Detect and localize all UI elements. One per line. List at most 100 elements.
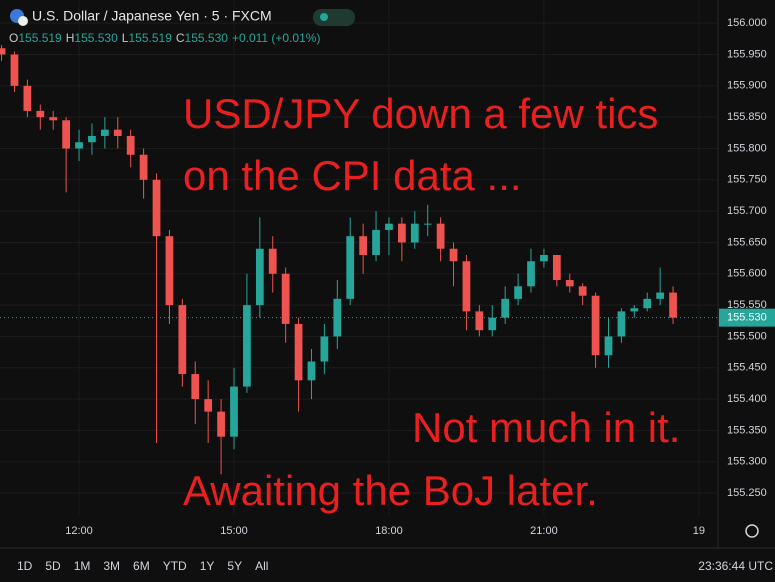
candle-body xyxy=(126,135,135,155)
candle-body xyxy=(669,292,677,318)
symbol-title: U.S. Dollar / Japanese Yen · 5 · FXCM xyxy=(32,8,272,24)
candle-body xyxy=(139,154,148,180)
y-tick-label: 155.500 xyxy=(727,330,767,342)
candle-body xyxy=(604,336,613,356)
candle-body xyxy=(656,292,665,299)
candle-body xyxy=(630,308,639,312)
y-tick-label: 155.400 xyxy=(727,393,767,405)
last-price-label: 155.530 xyxy=(727,312,767,324)
candle-body xyxy=(397,223,406,243)
candle-body xyxy=(410,223,419,243)
y-tick-label: 155.250 xyxy=(727,487,767,499)
candle-body xyxy=(578,286,587,296)
candle-body xyxy=(346,236,355,299)
range-button[interactable]: YTD xyxy=(163,559,187,573)
candle-body xyxy=(62,120,70,149)
candle-body xyxy=(294,323,303,381)
candle-body xyxy=(100,129,109,136)
clock: 23:36:44 UTC xyxy=(698,559,773,573)
flag-icon xyxy=(18,16,28,26)
candle-body xyxy=(488,317,497,331)
range-button[interactable]: 5Y xyxy=(227,559,242,573)
ohlc-change: +0.011 (+0.01%) xyxy=(232,31,321,45)
candle-body xyxy=(385,223,393,230)
y-tick-label: 155.900 xyxy=(727,80,767,92)
x-tick-label: 15:00 xyxy=(220,525,248,537)
candle-body xyxy=(449,248,458,262)
candle-body xyxy=(307,361,316,381)
candle-body xyxy=(88,135,96,143)
candle-body xyxy=(320,336,329,362)
candle-body xyxy=(152,179,161,237)
x-tick-label: 18:00 xyxy=(375,525,403,537)
candle-body xyxy=(281,273,290,324)
candle-body xyxy=(423,223,432,225)
candle-body xyxy=(10,54,19,86)
status-badge[interactable] xyxy=(313,9,355,26)
ohlc-key: O xyxy=(9,31,18,45)
ohlc-key: H xyxy=(66,31,75,45)
annotation: Not much in it. xyxy=(412,404,680,451)
y-tick-label: 155.750 xyxy=(727,174,767,186)
y-tick-label: 156.000 xyxy=(727,17,767,29)
range-button[interactable]: All xyxy=(255,559,268,573)
candles xyxy=(0,45,677,475)
y-tick-label: 155.450 xyxy=(727,362,767,374)
candle-body xyxy=(217,411,225,437)
range-button[interactable]: 1Y xyxy=(200,559,215,573)
ohlc-value: 155.530 xyxy=(74,31,118,45)
y-tick-label: 155.550 xyxy=(727,299,767,311)
candle-body xyxy=(565,280,574,287)
y-tick-label: 155.800 xyxy=(727,142,767,154)
last-price-box xyxy=(719,308,775,327)
candle-body xyxy=(204,399,213,412)
y-tick-label: 155.300 xyxy=(727,456,767,468)
y-tick-label: 155.350 xyxy=(727,424,767,436)
candle-body xyxy=(113,129,122,136)
toolbar: 1D 5D 1M 3M 6M YTD 1Y 5Y All xyxy=(17,559,268,573)
candle-body xyxy=(36,110,45,118)
candle-body xyxy=(268,248,277,274)
x-tick-label: 19 xyxy=(693,525,705,537)
ohlc-value: 155.519 xyxy=(128,31,172,45)
candle-body xyxy=(552,254,561,281)
y-tick-label: 155.600 xyxy=(727,268,767,280)
ohlc-key: C xyxy=(176,31,185,45)
candle-body xyxy=(475,311,484,331)
candle-body xyxy=(191,374,200,400)
candle-body xyxy=(501,298,510,318)
annotation: USD/JPY down a few tics xyxy=(183,90,658,137)
candle-body xyxy=(178,305,187,375)
candle-body xyxy=(617,311,626,337)
candle-body xyxy=(514,286,522,299)
range-button[interactable]: 5D xyxy=(45,559,61,573)
candle-body xyxy=(372,229,380,255)
candle-body xyxy=(230,386,238,437)
candle-body xyxy=(527,261,535,287)
candle-body xyxy=(540,254,548,262)
settings-icon[interactable] xyxy=(745,524,759,538)
candle-body xyxy=(643,298,652,309)
ohlc-legend: O 155.519 H 155.530 L 155.519 C 155.530 +0.011 (… xyxy=(9,31,320,45)
candle-body xyxy=(359,236,368,255)
candle-body xyxy=(462,261,471,312)
ohlc-value: 155.530 xyxy=(185,31,229,45)
range-button[interactable]: 1M xyxy=(74,559,91,573)
status-dot xyxy=(320,13,328,21)
candle-body xyxy=(49,117,58,121)
ohlc-value: 155.519 xyxy=(18,31,62,45)
range-button[interactable]: 6M xyxy=(133,559,150,573)
y-tick-label: 155.950 xyxy=(727,48,767,60)
candle-body xyxy=(75,142,83,149)
annotation: Awaiting the BoJ later. xyxy=(183,467,598,514)
candle-body xyxy=(333,298,342,337)
annotation: on the CPI data ... xyxy=(183,152,522,199)
range-button[interactable]: 1D xyxy=(17,559,33,573)
candle-body xyxy=(0,48,6,55)
range-button[interactable]: 3M xyxy=(103,559,120,573)
x-tick-label: 21:00 xyxy=(530,525,558,537)
candle-body xyxy=(436,223,445,249)
y-tick-label: 155.650 xyxy=(727,236,767,248)
